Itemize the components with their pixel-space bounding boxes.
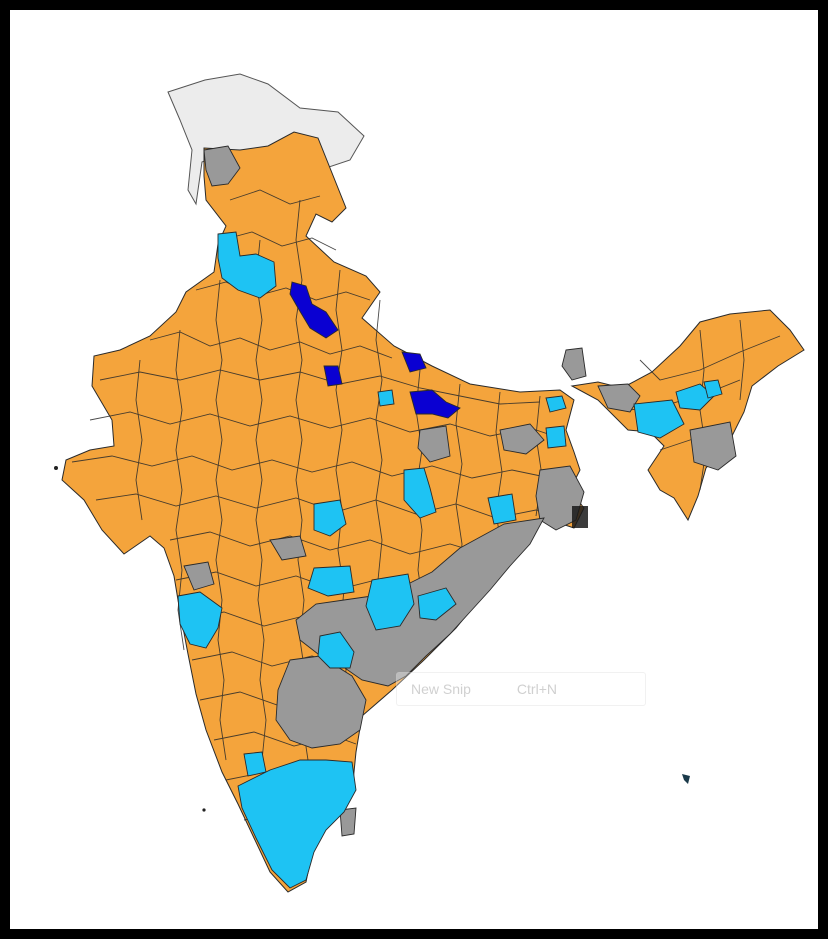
map-canvas: New Snip Ctrl+N — [10, 10, 818, 929]
snip-label: New Snip — [411, 681, 471, 697]
island-specks — [54, 466, 690, 812]
region-northeast — [570, 309, 805, 522]
snip-tool-overlay: New Snip Ctrl+N — [396, 672, 646, 706]
india-district-map — [54, 73, 805, 893]
dark-blue-districts — [289, 281, 461, 419]
light-blue-districts — [177, 231, 723, 889]
snip-shortcut: Ctrl+N — [516, 681, 557, 697]
